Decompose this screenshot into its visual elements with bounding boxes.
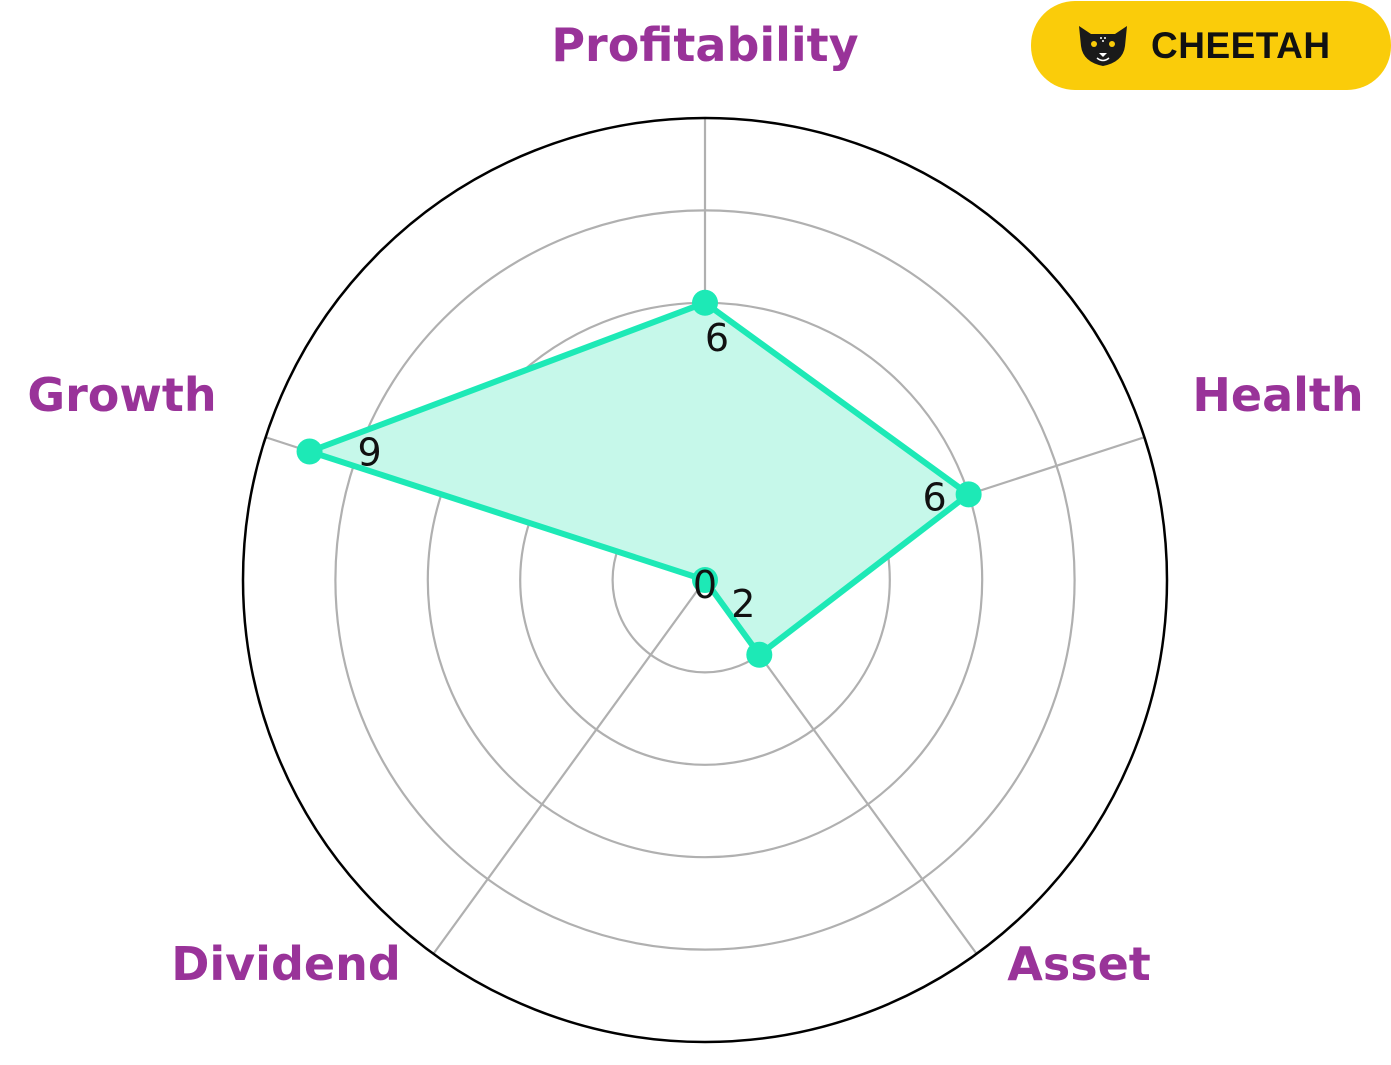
point-growth: [296, 438, 323, 465]
axis-label-growth: Growth: [27, 368, 216, 422]
value-label-profitability: 6: [705, 316, 729, 360]
outer-ring: [241, 116, 1169, 1044]
value-label-growth: 9: [357, 431, 381, 475]
brand-badge: CHEETAH: [1031, 1, 1391, 90]
axis-label-profitability: Profitability: [551, 18, 858, 72]
radar-labels: 6 6 20 9 Profitability Health Asset Dividend Gro…: [27, 18, 1363, 991]
point-dividend: [692, 567, 718, 593]
point-asset: [746, 641, 773, 668]
axis-label-dividend: Dividend: [171, 937, 401, 991]
value-label-dividend: 0: [693, 563, 717, 607]
cheetah-icon: [1075, 22, 1131, 70]
axis-label-asset: Asset: [1007, 937, 1151, 991]
axis-label-health: Health: [1192, 368, 1363, 422]
series-area: [306, 299, 972, 658]
radar-series: [296, 289, 982, 668]
spoke-dividend: [432, 579, 706, 955]
brand-name: CHEETAH: [1151, 24, 1331, 66]
point-health: [955, 481, 982, 508]
value-label-asset: 2: [731, 582, 755, 626]
value-label-health: 6: [923, 475, 947, 519]
point-profitability: [692, 289, 718, 316]
